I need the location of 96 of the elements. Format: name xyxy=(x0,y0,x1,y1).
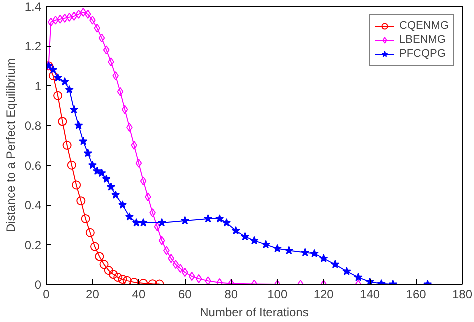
point xyxy=(216,214,224,223)
point xyxy=(98,34,106,43)
point xyxy=(158,218,166,227)
point xyxy=(58,117,68,126)
legend-label: LBENMG xyxy=(400,33,446,47)
point xyxy=(354,273,363,282)
point xyxy=(79,137,88,146)
y-tick-label: 0.8 xyxy=(24,119,42,134)
point xyxy=(240,232,250,241)
point xyxy=(177,264,184,274)
x-tick-label: 140 xyxy=(360,288,380,302)
point xyxy=(118,200,128,209)
y-tick-label: 0.6 xyxy=(24,158,42,173)
point xyxy=(250,236,259,245)
point xyxy=(122,276,132,284)
x-tick-label: 60 xyxy=(178,288,192,302)
point xyxy=(106,182,116,191)
point xyxy=(62,14,68,23)
point xyxy=(196,274,202,284)
y-tick-label: 1.4 xyxy=(24,0,42,14)
point xyxy=(172,260,180,270)
point xyxy=(74,121,84,130)
point xyxy=(48,18,54,27)
x-tick-label: 40 xyxy=(132,288,146,302)
point xyxy=(232,226,240,235)
x-tick-label: 20 xyxy=(86,288,100,302)
point xyxy=(67,160,76,170)
point xyxy=(57,14,64,24)
y-tick-label: 1.2 xyxy=(24,40,42,54)
point xyxy=(204,214,213,223)
point xyxy=(100,260,109,270)
point xyxy=(205,276,212,284)
point xyxy=(84,10,92,19)
point xyxy=(95,252,104,262)
point xyxy=(114,273,123,282)
x-tick-label: 160 xyxy=(406,288,427,302)
x-axis-title: Number of Iterations xyxy=(200,306,309,320)
point xyxy=(131,141,138,150)
x-tick-label: 120 xyxy=(314,288,334,302)
point xyxy=(132,218,141,227)
point xyxy=(70,105,79,114)
point xyxy=(84,148,92,158)
point xyxy=(284,246,294,254)
point xyxy=(76,196,86,206)
point xyxy=(320,254,328,262)
point xyxy=(93,166,102,176)
point xyxy=(90,242,100,252)
x-tick-label: 0 xyxy=(43,288,50,302)
point xyxy=(331,260,340,268)
point xyxy=(54,73,62,82)
point xyxy=(140,176,147,186)
point xyxy=(103,46,110,55)
point xyxy=(60,77,70,86)
point xyxy=(118,275,128,284)
point xyxy=(88,160,98,170)
point xyxy=(139,218,148,227)
point xyxy=(54,91,63,100)
point xyxy=(117,87,124,96)
x-tick-label: 180 xyxy=(452,288,473,302)
legend-label: CQENMG xyxy=(400,19,449,33)
point xyxy=(109,270,118,280)
point xyxy=(273,244,282,252)
point xyxy=(66,12,73,22)
point xyxy=(158,236,166,246)
point xyxy=(76,10,82,19)
legend-label: PFCQPG xyxy=(400,47,446,61)
point xyxy=(310,249,319,258)
point xyxy=(81,214,90,224)
x-tick-label: 80 xyxy=(224,288,238,302)
point xyxy=(222,218,232,227)
point xyxy=(94,24,101,33)
point xyxy=(72,180,82,190)
x-tick-label: 100 xyxy=(268,288,288,302)
point xyxy=(112,190,120,199)
y-tick-label: 1 xyxy=(34,79,42,94)
point xyxy=(48,72,58,80)
point xyxy=(122,105,128,114)
point xyxy=(112,72,119,80)
point xyxy=(102,174,111,183)
point xyxy=(49,66,58,74)
point xyxy=(125,212,134,221)
y-axis-title: Distance to a Perfect Equilibrium xyxy=(4,58,18,233)
point xyxy=(180,216,190,225)
point xyxy=(342,267,352,276)
point xyxy=(65,85,74,94)
point xyxy=(86,228,95,238)
point xyxy=(80,8,87,17)
point xyxy=(188,272,196,282)
y-tick-label: 0.4 xyxy=(24,198,42,213)
point xyxy=(301,248,310,256)
point xyxy=(136,158,142,168)
point xyxy=(62,141,72,150)
point xyxy=(104,266,114,276)
y-tick-label: 0.2 xyxy=(24,238,42,252)
point xyxy=(262,240,270,249)
y-tick-label: 0 xyxy=(34,278,42,292)
